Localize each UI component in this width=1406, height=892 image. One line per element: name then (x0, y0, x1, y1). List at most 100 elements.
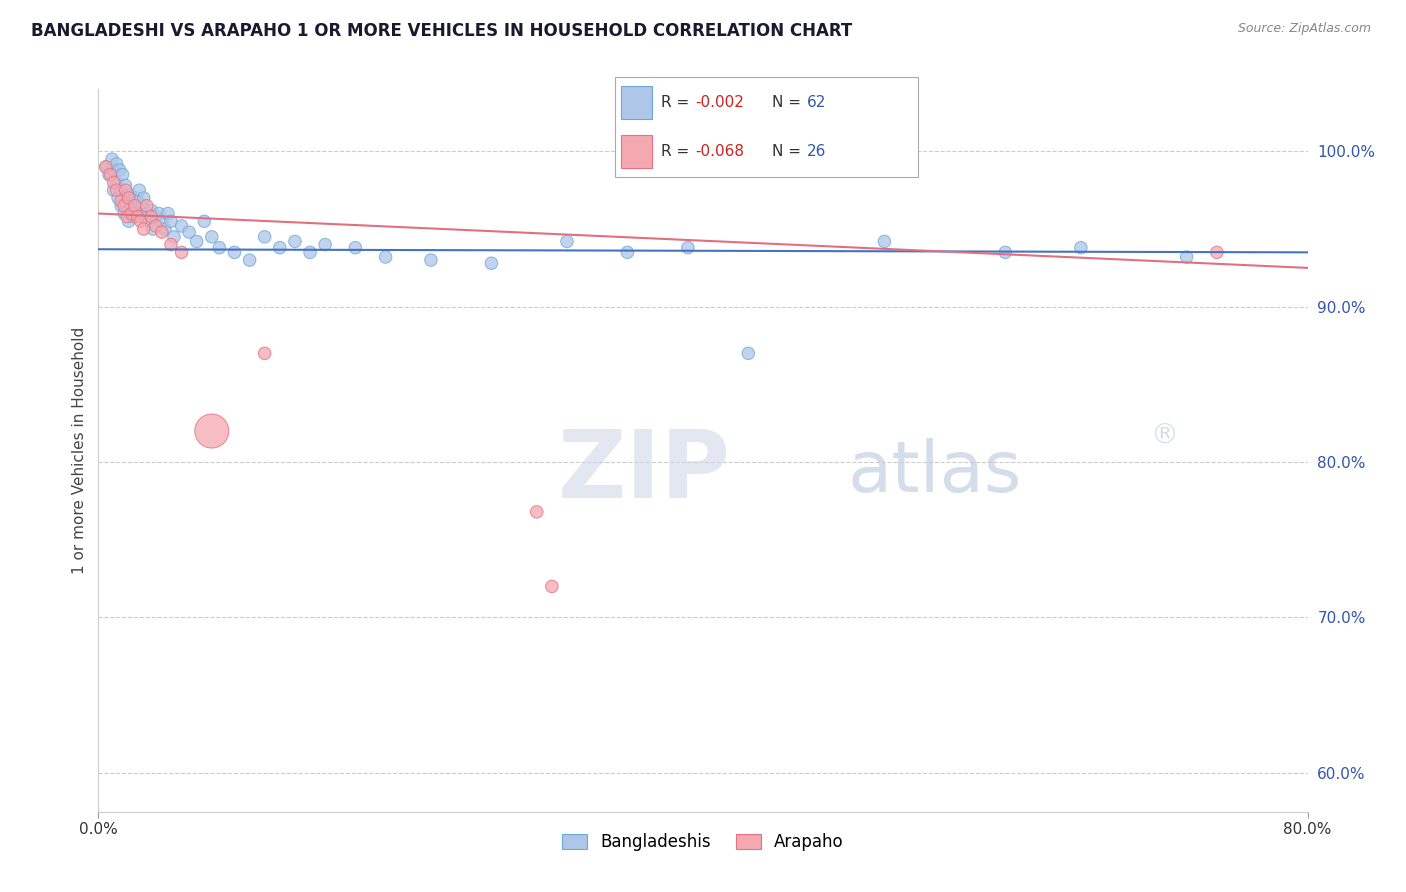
Point (115, 194, 138, 208)
Point (170, 245, 193, 260)
Point (118, 214, 141, 228)
Point (105, 157, 128, 171)
Point (193, 214, 215, 228)
Point (132, 222, 155, 236)
Point (1175, 250, 1198, 264)
Point (110, 194, 132, 208)
Text: -0.068: -0.068 (695, 145, 744, 160)
Point (131, 199, 153, 213)
Point (170, 219, 193, 233)
Point (201, 229, 224, 244)
Point (103, 176, 125, 190)
Text: R =: R = (661, 145, 695, 160)
Point (201, 424, 224, 438)
Point (526, 505, 548, 519)
Y-axis label: 1 or more Vehicles in Household: 1 or more Vehicles in Household (72, 326, 87, 574)
Point (1206, 245, 1229, 260)
Text: 26: 26 (807, 145, 825, 160)
Point (124, 191, 146, 205)
Text: ®: ® (1150, 422, 1178, 450)
Point (150, 214, 173, 228)
Point (139, 214, 162, 228)
Point (160, 237, 183, 252)
Point (873, 235, 896, 249)
Point (224, 245, 246, 260)
Point (284, 235, 307, 249)
Point (121, 206, 143, 220)
Text: N =: N = (772, 145, 806, 160)
Point (103, 183, 125, 197)
Point (186, 235, 208, 249)
Point (737, 346, 759, 360)
Point (129, 214, 152, 228)
Point (299, 245, 322, 260)
Point (1070, 241, 1092, 255)
Point (94, 160, 117, 174)
Point (98, 168, 121, 182)
Point (127, 194, 149, 208)
Text: BANGLADESHI VS ARAPAHO 1 OR MORE VEHICLES IN HOUSEHOLD CORRELATION CHART: BANGLADESHI VS ARAPAHO 1 OR MORE VEHICLE… (31, 22, 852, 40)
Point (101, 152, 124, 166)
Point (314, 237, 336, 252)
Text: N =: N = (772, 95, 806, 110)
Point (420, 253, 443, 268)
Text: atlas: atlas (848, 438, 1022, 507)
Point (110, 199, 132, 213)
Point (374, 250, 396, 264)
Point (163, 229, 186, 244)
Point (122, 210, 145, 224)
Point (481, 256, 503, 270)
Bar (621, 136, 652, 168)
Point (132, 191, 155, 205)
Point (145, 210, 167, 224)
Point (108, 163, 131, 178)
Point (103, 163, 125, 178)
Bar (621, 87, 652, 119)
Point (253, 229, 276, 244)
Point (111, 168, 134, 182)
Text: R =: R = (661, 95, 695, 110)
Point (142, 222, 165, 236)
Text: 62: 62 (807, 95, 825, 110)
Point (112, 199, 135, 213)
Point (112, 206, 135, 220)
Point (100, 168, 122, 182)
Point (141, 210, 163, 224)
Point (115, 210, 138, 224)
Point (127, 210, 149, 224)
Point (120, 187, 142, 202)
Point (105, 176, 128, 190)
Point (128, 183, 150, 197)
Point (555, 235, 578, 249)
Point (269, 241, 291, 255)
Point (114, 183, 136, 197)
Point (344, 241, 367, 255)
Point (160, 214, 183, 228)
Point (135, 206, 157, 220)
Point (125, 206, 148, 220)
Legend: Bangladeshis, Arapaho: Bangladeshis, Arapaho (555, 826, 851, 857)
Point (153, 222, 176, 236)
Point (540, 579, 562, 593)
Point (124, 199, 146, 213)
Point (129, 210, 152, 224)
FancyBboxPatch shape (614, 77, 918, 178)
Text: Source: ZipAtlas.com: Source: ZipAtlas.com (1237, 22, 1371, 36)
Point (156, 206, 179, 220)
Point (118, 191, 141, 205)
Point (150, 225, 173, 239)
Point (141, 203, 163, 218)
Point (94, 160, 117, 174)
Point (105, 183, 128, 197)
Point (239, 253, 262, 268)
Point (994, 245, 1017, 260)
Point (110, 183, 132, 197)
Text: -0.002: -0.002 (695, 95, 744, 110)
Point (676, 241, 699, 255)
Point (148, 206, 170, 220)
Point (208, 241, 231, 255)
Point (135, 199, 157, 213)
Point (145, 219, 167, 233)
Text: ZIP: ZIP (558, 426, 731, 518)
Point (107, 191, 129, 205)
